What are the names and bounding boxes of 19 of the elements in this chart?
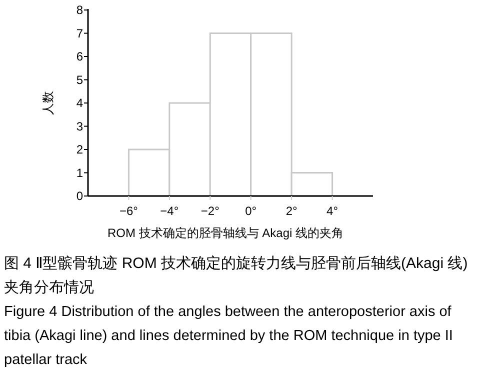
y-tick-label: 5 [76,72,84,87]
y-tick-label: 3 [76,119,84,134]
x-tick-label: 4° [326,204,338,218]
y-tick-label: 0 [76,189,84,203]
x-axis-title: ROM 技术确定的胫骨轴线与 Akagi 线的夹角 [107,226,344,240]
caption: 图 4 Ⅱ型髌骨轨迹 ROM 技术确定的旋转力线与胫骨前后轴线(Akagi 线)夹角分布情况 [4,254,469,298]
y-tick-label: 7 [76,26,84,40]
y-tick-label: 8 [76,3,84,17]
x-tick-label: −4° [160,204,179,218]
y-tick-label: 4 [76,96,84,110]
y-axis-title: 人数 [41,91,55,115]
y-tick-label: 2 [76,142,84,156]
caption: Figure 4 Distribution of the angles between the anteroposterior axis of tibia (Akagi line) and lines determined by the ROM technique in type II patellar track [4,303,454,370]
x-tick-label: −2° [200,204,220,218]
x-tick-label: 0° [245,204,257,218]
y-tick-label: 6 [76,50,84,64]
x-tick-label: 2° [286,204,298,218]
x-tick-label: −6° [119,204,138,218]
y-tick-label: 1 [76,166,84,180]
